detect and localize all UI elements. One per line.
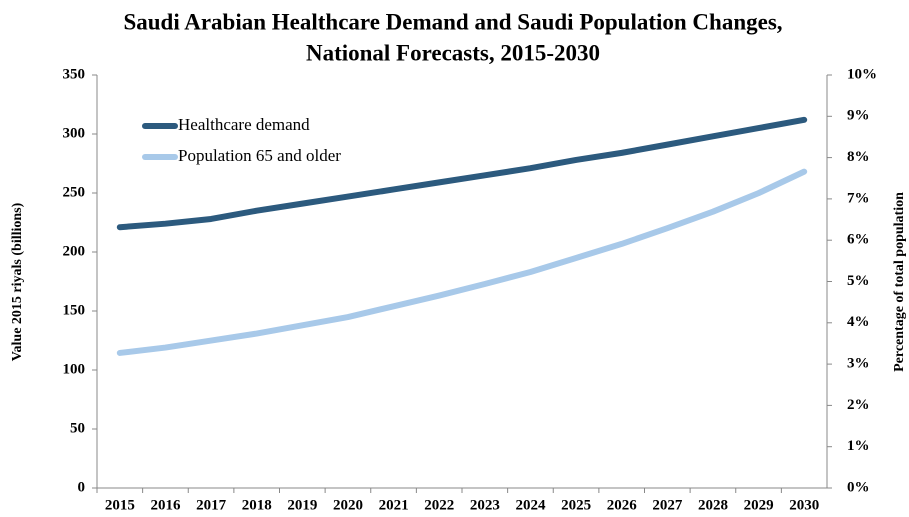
x-tick-label: 2022	[424, 497, 454, 513]
y-axis-label: Value 2015 riyals (billions)	[10, 202, 25, 361]
series-line	[116, 116, 808, 231]
x-tick-label: 2029	[744, 497, 774, 513]
x-tick-label: 2030	[789, 497, 819, 513]
y2-tick-label: 0%	[847, 479, 870, 495]
y-tick-label: 100	[63, 361, 86, 377]
y2-tick-label: 1%	[847, 438, 870, 454]
x-tick-label: 2027	[652, 497, 683, 513]
x-tick-label: 2021	[379, 497, 409, 513]
y-tick-label: 250	[63, 184, 86, 200]
x-tick-label: 2017	[196, 497, 227, 513]
y2-tick-label: 9%	[847, 108, 870, 124]
x-tick-label: 2028	[698, 497, 728, 513]
x-tick-label: 2023	[470, 497, 500, 513]
y-tick-label: 350	[63, 66, 86, 82]
chart-title: Saudi Arabian Healthcare Demand and Saud…	[123, 9, 782, 34]
y2-tick-label: 10%	[847, 66, 877, 82]
y2-axis-label: Percentage of total population	[892, 192, 907, 372]
y2-tick-label: 3%	[847, 356, 870, 372]
y-tick-label: 50	[70, 420, 85, 436]
chart-subtitle: National Forecasts, 2015-2030	[306, 40, 600, 65]
x-tick-label: 2016	[150, 497, 181, 513]
y2-tick-label: 5%	[847, 273, 870, 289]
y2-tick-label: 7%	[847, 190, 870, 206]
y-tick-label: 0	[78, 479, 86, 495]
x-tick-label: 2024	[515, 497, 546, 513]
y2-tick-label: 8%	[847, 149, 870, 165]
y-tick-label: 300	[63, 125, 86, 141]
series-line	[116, 168, 808, 356]
legend-label: Healthcare demand	[178, 115, 310, 134]
x-tick-label: 2019	[287, 497, 317, 513]
x-tick-label: 2018	[242, 497, 272, 513]
legend-label: Population 65 and older	[178, 146, 341, 165]
y-tick-label: 150	[63, 302, 86, 318]
y-tick-label: 200	[63, 243, 86, 259]
x-tick-label: 2015	[105, 497, 135, 513]
y2-tick-label: 6%	[847, 232, 870, 248]
x-tick-label: 2026	[607, 497, 638, 513]
x-tick-label: 2025	[561, 497, 591, 513]
x-tick-label: 2020	[333, 497, 363, 513]
y2-tick-label: 2%	[847, 397, 870, 413]
y2-tick-label: 4%	[847, 314, 870, 330]
